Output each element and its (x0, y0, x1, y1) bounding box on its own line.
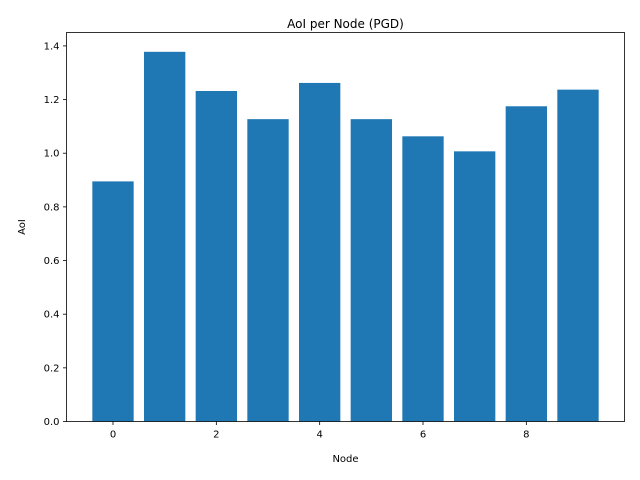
y-tick-label: 1.0 (44, 149, 60, 160)
y-tick-label: 1.2 (44, 95, 60, 106)
bar-node-7 (454, 151, 496, 422)
x-axis-label: Node (332, 454, 358, 465)
x-tick-label: 0 (110, 430, 116, 441)
chart-title: AoI per Node (PGD) (287, 17, 404, 31)
y-axis-ticks: 0.0 0.2 0.4 0.6 0.8 1.0 1.2 1.4 (44, 41, 67, 428)
y-tick-label: 0.6 (44, 256, 60, 267)
bars-group (92, 51, 599, 422)
bar-node-3 (247, 119, 289, 422)
y-tick-label: 0.4 (44, 310, 60, 321)
y-tick-label: 0.2 (44, 363, 60, 374)
x-tick-label: 6 (420, 430, 426, 441)
bar-node-9 (557, 89, 599, 422)
bar-node-6 (402, 136, 444, 422)
plot-frame (66, 32, 625, 422)
bar-node-0 (92, 181, 134, 422)
bar-node-2 (195, 90, 237, 422)
x-axis-ticks: 0 2 4 6 8 (110, 421, 530, 441)
x-tick-label: 2 (213, 430, 219, 441)
y-tick-label: 0.8 (44, 202, 60, 213)
bar-node-5 (350, 119, 392, 422)
x-tick-label: 4 (316, 430, 322, 441)
bar-node-4 (299, 82, 341, 422)
y-axis-label: AoI (17, 219, 28, 235)
bar-node-8 (505, 106, 547, 422)
y-tick-label: 0.0 (44, 417, 60, 428)
x-tick-label: 8 (523, 430, 529, 441)
y-tick-label: 1.4 (44, 41, 60, 52)
bar-node-1 (144, 51, 186, 422)
